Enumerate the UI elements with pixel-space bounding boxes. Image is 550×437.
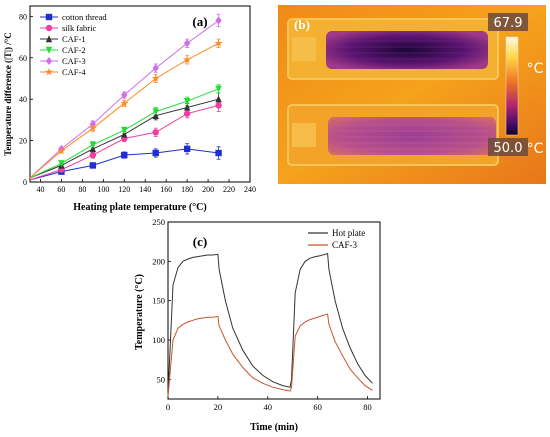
data-point <box>120 99 129 107</box>
y-tick-label-a: 40 <box>19 95 27 104</box>
legend-label: silk fabric <box>62 23 96 33</box>
data-point <box>121 151 128 159</box>
panel-label-a: (a) <box>192 14 207 29</box>
data-point <box>89 145 97 153</box>
plot-frame-a <box>29 5 251 183</box>
series-line-c-1 <box>167 313 373 397</box>
y-tick-label-a: 60 <box>19 54 27 63</box>
data-point <box>215 102 222 109</box>
data-point <box>183 110 191 117</box>
legend-marker <box>45 67 53 76</box>
data-point <box>89 141 97 149</box>
legend-label: CAF-2 <box>62 45 86 55</box>
y-tick-label-a: 20 <box>19 137 27 146</box>
legend-label: CAF-3 <box>62 56 86 66</box>
legend-label: cotton thread <box>62 12 107 22</box>
data-point <box>152 108 159 116</box>
legend-marker <box>45 13 53 21</box>
x-tick-label-a: 140 <box>139 185 151 194</box>
legend-label: CAF-4 <box>62 67 86 77</box>
data-point <box>214 39 223 47</box>
legend-marker <box>45 35 53 43</box>
panel-label-c: (c) <box>193 234 207 249</box>
data-point <box>89 151 97 159</box>
max-reading: 67.9 <box>494 16 523 31</box>
data-point <box>215 16 222 25</box>
y-tick-label-c: 50 <box>157 374 166 384</box>
x-tick-label-a: 240 <box>244 185 256 194</box>
legend-label: CAF-1 <box>62 34 86 44</box>
y-axis-label-a: Temperature difference (|T|) /°C <box>3 32 13 156</box>
legend-label-c: CAF-3 <box>332 240 358 250</box>
data-point <box>58 160 65 168</box>
bottom-sample-texture <box>338 124 488 150</box>
plot-frame-c <box>167 221 381 400</box>
y-axis-label-c: Temperature (°C) <box>134 274 145 350</box>
bottom-plate-slot <box>292 123 316 147</box>
bottom-sample <box>328 117 496 155</box>
y-tick-label-a: 0 <box>23 178 27 187</box>
color-scale-bar <box>505 36 519 136</box>
data-point <box>152 129 159 136</box>
data-point <box>215 95 222 103</box>
panel-label-b: (b) <box>294 17 310 32</box>
data-point <box>121 130 128 138</box>
data-point <box>183 39 191 48</box>
top-sample-texture <box>336 40 478 60</box>
legend-c: Hot plate CAF-3 <box>308 228 365 250</box>
x-axis-label-a: Heating plate temperature (°C) <box>73 202 207 213</box>
max-reading-box <box>488 13 528 31</box>
x-tick-label-c: 20 <box>214 402 223 412</box>
legend-marker <box>45 24 53 32</box>
x-tick-label-a: 200 <box>202 185 214 194</box>
x-tick-label-a: 100 <box>97 185 109 194</box>
legend-label-c: Hot plate <box>332 228 365 238</box>
thermal-image: 67.9 °C 50.0 °C (b) <box>278 5 546 184</box>
data-point <box>121 91 128 100</box>
y-tick-label-c: 100 <box>152 335 165 345</box>
x-tick-label-a: 220 <box>223 185 235 194</box>
x-tick-label-a: 60 <box>57 185 65 194</box>
unit-label: °C <box>527 61 544 77</box>
data-point <box>89 162 97 169</box>
x-tick-label-c: 0 <box>166 402 170 412</box>
y-tick-label-c: 150 <box>152 296 165 306</box>
y-tick-label-c: 200 <box>152 256 165 266</box>
data-point <box>57 146 66 155</box>
data-point <box>183 145 191 153</box>
data-point <box>183 103 191 111</box>
min-reading: 50.0 <box>494 141 523 156</box>
y-tick-label-c: 250 <box>152 217 165 227</box>
data-point <box>88 123 97 132</box>
unit-label-2: °C <box>527 141 544 157</box>
data-point <box>152 111 159 119</box>
data-point <box>152 149 159 157</box>
y-tick-label-a: 80 <box>19 12 27 21</box>
x-tick-label-c: 60 <box>313 402 322 412</box>
data-point <box>215 85 222 93</box>
data-point <box>183 55 192 64</box>
chart-c: 0 20 40 60 80 50 100 150 200 250 (c) Hot plate CAF… <box>134 217 381 433</box>
x-tick-label-a: 180 <box>181 185 193 194</box>
min-reading-box <box>488 138 528 156</box>
data-point <box>152 64 159 73</box>
data-point <box>121 127 128 135</box>
data-point <box>215 149 222 157</box>
x-tick-label-c: 40 <box>264 402 273 412</box>
legend-marker <box>45 46 53 54</box>
data-point <box>183 98 191 106</box>
x-tick-label-a: 80 <box>78 185 86 194</box>
chart-a: 40 60 80 100 120 140 160 180 200 220 240020406080 … <box>3 5 256 213</box>
x-tick-label-a: 120 <box>118 185 130 194</box>
x-axis-label-c: Time (min) <box>250 422 298 433</box>
series-line-c-0 <box>167 252 373 396</box>
x-tick-label-c: 80 <box>363 402 372 412</box>
x-tick-label-a: 40 <box>36 185 44 194</box>
legend-marker <box>45 57 53 65</box>
top-plate-slot <box>292 37 316 61</box>
data-point <box>151 74 160 82</box>
top-sample <box>326 31 488 69</box>
x-tick-label-a: 160 <box>160 185 172 194</box>
